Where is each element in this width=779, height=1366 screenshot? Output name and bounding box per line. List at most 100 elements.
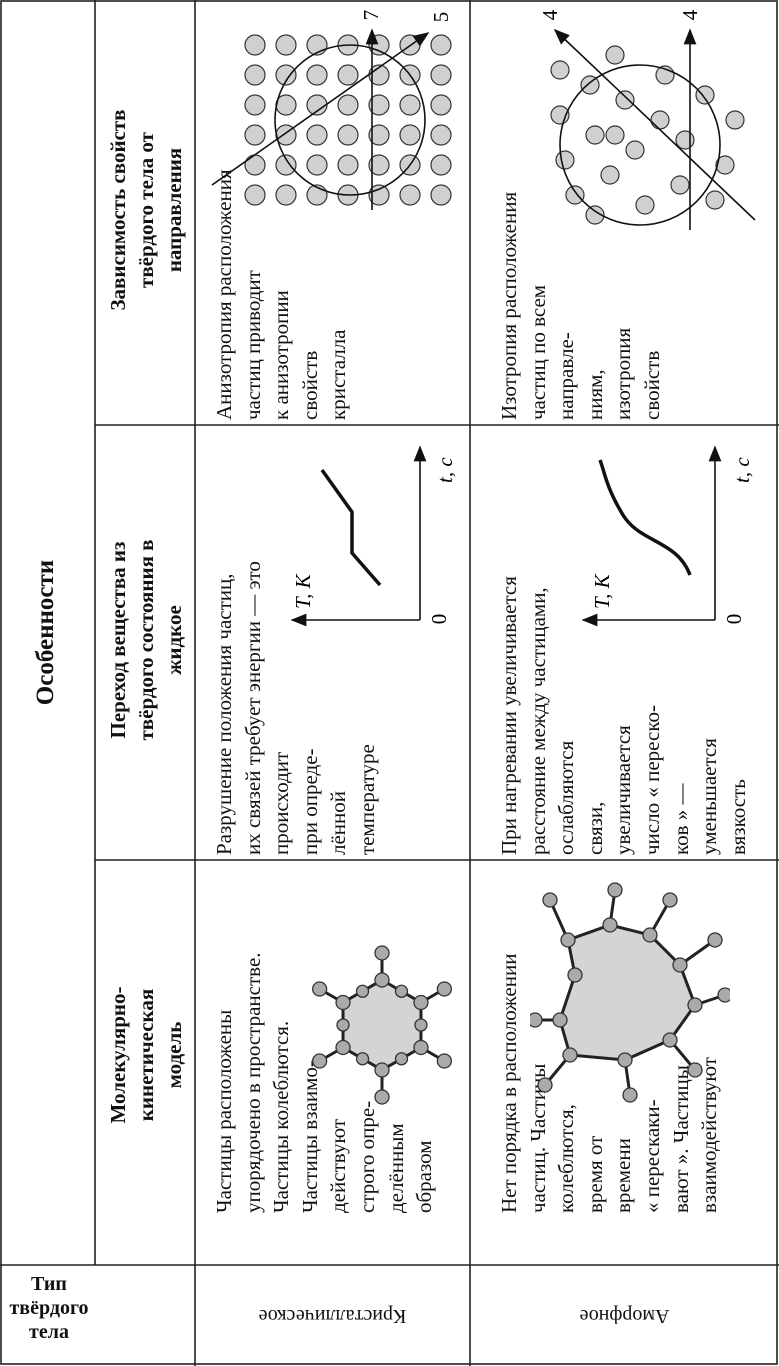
atom [562,1047,578,1063]
particle [368,94,390,116]
particle [430,94,452,116]
text-line: Частицы колеблются. [269,1020,294,1213]
particle [244,64,266,86]
amorphous-model-diagram [530,882,730,1103]
atom [414,1018,428,1032]
particle [275,154,297,176]
particle [337,124,359,146]
particle [337,64,359,86]
particle [635,195,655,215]
particle [306,64,328,86]
crystal-graph: T, K t, c 0 [290,445,457,627]
particle [585,125,605,145]
particle [430,124,452,146]
atom [374,1089,390,1105]
particle [244,124,266,146]
direction-label: 7 [359,10,383,21]
row-type: Кристаллическое [258,1305,407,1327]
particle [275,64,297,86]
atom [552,1012,568,1028]
particle [368,124,390,146]
particle [368,184,390,206]
atom [672,957,688,973]
atom [687,1062,703,1078]
atom [311,981,328,997]
text-line: При нагревании увеличивается [497,576,521,855]
sample-circle [559,64,721,226]
column-header: Молекулярно-кинетическая модель [106,986,186,1124]
anisotropy-diagram: 7 5 [211,10,453,210]
crystal-model-diagram [311,945,453,1105]
particle [399,124,421,146]
column-header: Зависимость свойств твёрдого тела от нап… [106,109,186,311]
particle [244,184,266,206]
atom [687,997,703,1013]
particle [605,125,625,145]
atom [607,882,623,898]
atom [567,967,583,983]
text-line: расстояние между частицами, [525,587,550,855]
atom [662,1032,678,1048]
particle [650,110,670,130]
origin-label: 0 [427,614,451,625]
particle [605,45,625,65]
particle [670,175,690,195]
atom [560,932,576,948]
atom [436,981,453,997]
atom [394,1052,409,1066]
particle [585,205,605,225]
particle [430,184,452,206]
atom [542,892,558,908]
particle [565,185,585,205]
features-header: Особенности [32,559,59,706]
atom [374,1062,390,1078]
atom [642,927,658,943]
particle [430,154,452,176]
particle [430,64,452,86]
atom [617,1052,633,1068]
atom [602,917,618,933]
particle [675,130,695,150]
atom [394,984,409,998]
particle [705,190,725,210]
isotropy-diagram: 4 4 [538,9,756,230]
particle [368,154,390,176]
particle [600,165,620,185]
rotated-table: Особенности Молекулярно-кинетическая мод… [32,9,756,1213]
particle [244,34,266,56]
particle [337,94,359,116]
y-axis-label: T, K [291,573,315,609]
atom [413,994,429,1011]
y-axis-label: T, K [590,573,614,609]
column-header: Переход вещества из твёрдого состояния в… [106,539,186,741]
x-axis-label: t, c [730,457,754,483]
particle [555,150,575,170]
direction-label: 5 [429,12,453,23]
particle [399,184,421,206]
particle [275,184,297,206]
particle [625,140,645,160]
particle [337,154,359,176]
atom [355,984,370,998]
softening-curve [598,459,692,576]
ring [341,978,423,1072]
direction-arrow [211,32,430,186]
particle [275,34,297,56]
text-line: упорядочено в пространстве. [240,952,265,1213]
particle [580,75,600,95]
atom [537,1077,553,1093]
origin-label: 0 [722,614,746,625]
row-type: Аморфное [579,1305,670,1327]
direction-label: 4 [538,9,562,20]
particle [615,90,635,110]
atom [622,1087,638,1103]
atom [413,1039,429,1056]
atom [374,945,390,961]
particle [695,85,715,105]
atom [717,987,730,1003]
atom [707,932,723,948]
atom [311,1053,328,1069]
melting-curve [320,468,382,587]
